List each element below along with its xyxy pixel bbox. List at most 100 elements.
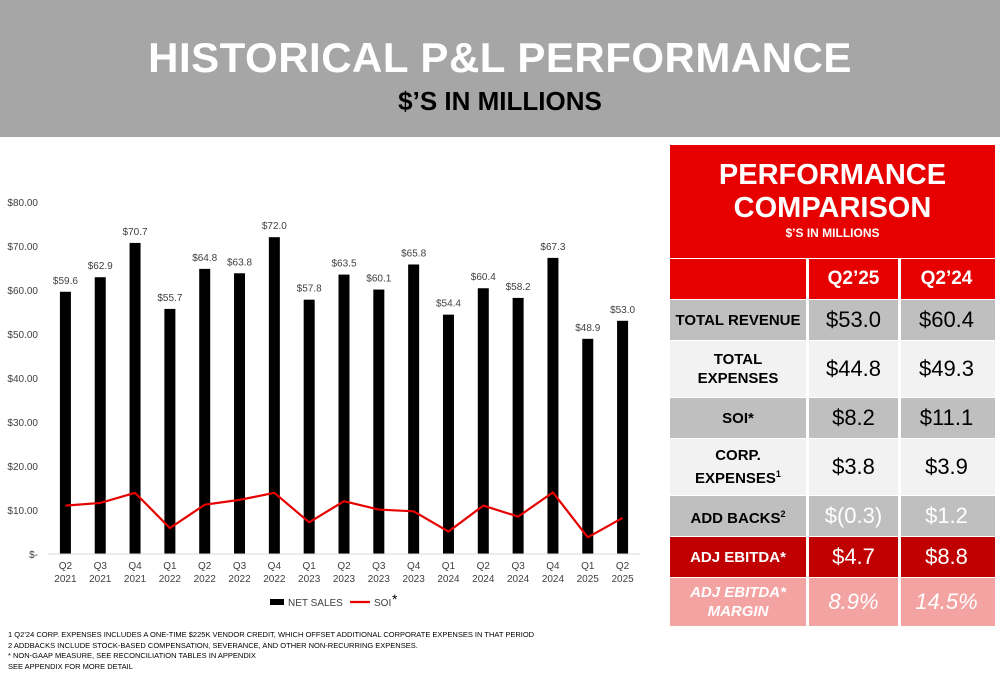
row-label: TOTAL EXPENSES bbox=[670, 341, 806, 397]
row-label: ADJ EBITDA* bbox=[690, 548, 786, 566]
x-tick-label-year: 2021 bbox=[124, 574, 147, 585]
x-tick-label-quarter: Q2 bbox=[337, 561, 351, 572]
performance-title: PERFORMANCE COMPARISON bbox=[670, 145, 995, 225]
row-label: TOTAL REVENUE bbox=[675, 311, 801, 329]
performance-header: PERFORMANCE COMPARISON $’S IN MILLIONS bbox=[670, 145, 995, 258]
performance-title-line1: PERFORMANCE bbox=[718, 159, 947, 191]
cell-q2-25: 8.9% bbox=[806, 578, 898, 626]
x-tick-label-year: 2025 bbox=[611, 574, 634, 585]
table-row-add-backs: ADD BACKS2 $(0.3) $1.2 bbox=[670, 495, 995, 536]
table-row-adj-ebitda-margin: ADJ EBITDA* MARGIN 8.9% 14.5% bbox=[670, 577, 995, 626]
bar-data-label: $63.5 bbox=[331, 259, 356, 270]
x-tick-label-quarter: Q1 bbox=[442, 561, 456, 572]
y-tick-label: $10.00 bbox=[7, 506, 38, 517]
cell-q2-24: $1.2 bbox=[898, 496, 992, 536]
cell-q2-25: $8.2 bbox=[806, 398, 898, 438]
y-tick-label: $60.00 bbox=[7, 286, 38, 297]
y-tick-label: $- bbox=[29, 550, 38, 561]
row-label-line1: ADJ EBITDA* bbox=[690, 584, 786, 601]
bar-net-sales bbox=[373, 289, 385, 554]
x-tick-label-quarter: Q2 bbox=[616, 561, 630, 572]
x-tick-label-quarter: Q2 bbox=[59, 561, 73, 572]
bar-data-label: $62.9 bbox=[88, 261, 113, 272]
footnote-marker: 2 bbox=[780, 508, 786, 519]
x-tick-label-year: 2021 bbox=[54, 574, 77, 585]
bar-net-sales bbox=[477, 288, 489, 554]
cell-q2-24: $49.3 bbox=[898, 341, 992, 397]
bar-data-label: $70.7 bbox=[123, 227, 148, 238]
performance-subtitle: $’S IN MILLIONS bbox=[785, 226, 880, 240]
x-tick-label-year: 2023 bbox=[403, 574, 426, 585]
table-row-adj-ebitda: ADJ EBITDA* $4.7 $8.8 bbox=[670, 536, 995, 577]
header-banner: HISTORICAL P&L PERFORMANCE $’S IN MILLIO… bbox=[0, 0, 1000, 137]
bar-net-sales bbox=[512, 297, 524, 554]
bar-data-label: $48.9 bbox=[575, 323, 600, 334]
cell-q2-25: $3.8 bbox=[806, 439, 898, 495]
x-tick-label-year: 2025 bbox=[577, 574, 600, 585]
x-tick-label-year: 2022 bbox=[228, 574, 251, 585]
x-tick-label-quarter: Q3 bbox=[233, 561, 247, 572]
bar-data-label: $64.8 bbox=[192, 253, 217, 264]
performance-title-line2: COMPARISON bbox=[733, 192, 932, 224]
x-tick-label-year: 2023 bbox=[333, 574, 356, 585]
bar-data-label: $55.7 bbox=[157, 293, 182, 304]
row-label-line2: EXPENSES bbox=[695, 470, 776, 487]
y-tick-label: $80.00 bbox=[7, 198, 38, 209]
cell-q2-24: $8.8 bbox=[898, 537, 992, 577]
row-label: CORP. EXPENSES1 bbox=[670, 439, 806, 495]
x-tick-label-quarter: Q4 bbox=[268, 561, 282, 572]
y-tick-label: $40.00 bbox=[7, 374, 38, 385]
x-tick-label-quarter: Q2 bbox=[198, 561, 212, 572]
line-soi bbox=[65, 491, 624, 539]
bar-net-sales bbox=[94, 277, 106, 554]
x-tick-label-year: 2021 bbox=[89, 574, 112, 585]
x-tick-label-quarter: Q3 bbox=[372, 561, 386, 572]
x-tick-label-year: 2022 bbox=[263, 574, 286, 585]
bar-net-sales bbox=[338, 274, 350, 554]
bar-net-sales bbox=[617, 320, 629, 554]
bar-net-sales bbox=[164, 308, 176, 554]
legend-asterisk: * bbox=[392, 591, 398, 607]
legend-label-soi: SOI bbox=[374, 598, 391, 609]
footnote-marker: 1 bbox=[775, 469, 781, 479]
x-tick-label-year: 2023 bbox=[368, 574, 391, 585]
row-label-line2: EXPENSES bbox=[697, 370, 779, 387]
row-label: SOI* bbox=[722, 409, 754, 427]
cell-q2-25: $(0.3) bbox=[806, 496, 898, 536]
x-tick-label-year: 2024 bbox=[507, 574, 530, 585]
row-label-text: ADD BACKS bbox=[690, 509, 781, 527]
bar-data-label: $65.8 bbox=[401, 248, 426, 259]
table-row-total-expenses: TOTAL EXPENSES $44.8 $49.3 bbox=[670, 340, 995, 397]
footnote-3: * NON-GAAP MEASURE, SEE RECONCILIATION T… bbox=[8, 651, 256, 660]
bar-data-label: $67.3 bbox=[540, 242, 565, 253]
column-header-q2-24: Q2’24 bbox=[898, 259, 992, 299]
page-title: HISTORICAL P&L PERFORMANCE bbox=[148, 34, 852, 81]
x-tick-label-quarter: Q1 bbox=[163, 561, 177, 572]
performance-comparison-table: PERFORMANCE COMPARISON $’S IN MILLIONS Q… bbox=[670, 145, 995, 626]
x-tick-label-year: 2023 bbox=[298, 574, 321, 585]
cell-q2-25: $4.7 bbox=[806, 537, 898, 577]
x-tick-label-quarter: Q3 bbox=[94, 561, 108, 572]
legend-label-net-sales: NET SALES bbox=[288, 598, 343, 609]
bar-net-sales bbox=[582, 338, 594, 554]
legend-swatch-net-sales bbox=[270, 599, 284, 605]
x-tick-label-quarter: Q4 bbox=[407, 561, 421, 572]
bar-data-label: $54.4 bbox=[436, 299, 461, 310]
x-tick-label-quarter: Q2 bbox=[477, 561, 491, 572]
bar-data-label: $60.1 bbox=[366, 274, 391, 285]
bar-net-sales bbox=[234, 273, 246, 554]
cell-q2-24: $3.9 bbox=[898, 439, 992, 495]
footnote-1: 1 Q2’24 CORP. EXPENSES INCLUDES A ONE-TI… bbox=[8, 630, 535, 639]
table-header-row: Q2’25 Q2’24 bbox=[670, 258, 995, 299]
bar-net-sales bbox=[129, 242, 141, 555]
column-header-q2-25: Q2’25 bbox=[806, 259, 898, 299]
page-subtitle: $’S IN MILLIONS bbox=[398, 86, 602, 116]
bar-data-label: $58.2 bbox=[506, 282, 531, 293]
table-row-soi: SOI* $8.2 $11.1 bbox=[670, 397, 995, 438]
y-tick-label: $20.00 bbox=[7, 462, 38, 473]
bar-data-label: $63.8 bbox=[227, 257, 252, 268]
bar-net-sales bbox=[547, 257, 559, 554]
y-tick-label: $50.00 bbox=[7, 330, 38, 341]
y-tick-label: $70.00 bbox=[7, 242, 38, 253]
x-tick-label-quarter: Q1 bbox=[581, 561, 595, 572]
